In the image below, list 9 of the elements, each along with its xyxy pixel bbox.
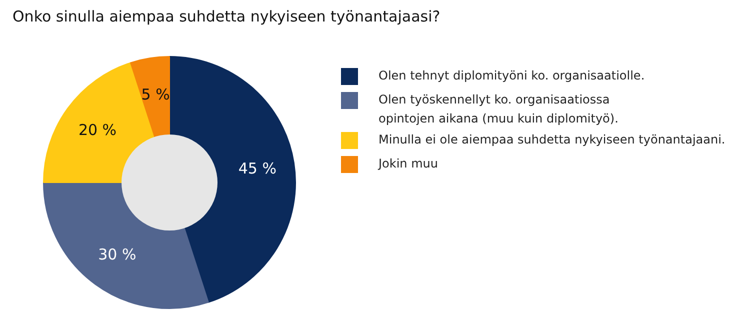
legend-label: Minulla ei ole aiempaa suhdetta nykyiseen työnantajaani. xyxy=(378,132,726,146)
data-label: 30 % xyxy=(98,246,136,264)
data-label: 5 % xyxy=(141,86,170,104)
data-label: 20 % xyxy=(78,121,117,140)
legend-label: Jokin muu xyxy=(378,156,438,170)
data-label: 45 % xyxy=(238,160,276,178)
legend-label: Olen työskennellyt ko. organisaatiossa opintojen aikana (muu kuin diplomityö). xyxy=(378,92,618,126)
legend-label: Olen tehnyt diplomityöni ko. organisaatiolle. xyxy=(378,68,645,82)
chart-title: Onko sinulla aiempaa suhdetta nykyiseen työnantajaasi? xyxy=(12,8,440,26)
